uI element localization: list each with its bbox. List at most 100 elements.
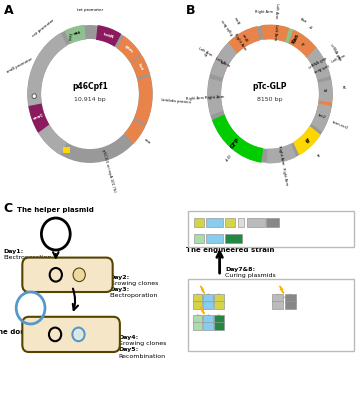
Bar <box>203 315 213 323</box>
Text: ter2: ter2 <box>318 113 327 120</box>
Text: Right Arm: Right Arm <box>186 96 204 101</box>
Text: gam: gam <box>124 44 134 54</box>
Bar <box>194 234 204 243</box>
Circle shape <box>73 268 85 282</box>
Text: rrnB: rrnB <box>233 16 240 26</box>
Bar <box>193 301 202 309</box>
Text: Growing clones: Growing clones <box>118 342 166 346</box>
Wedge shape <box>224 29 253 57</box>
Text: Right Arm: Right Arm <box>255 10 273 14</box>
Wedge shape <box>305 46 330 80</box>
Text: Kan: Kan <box>299 18 307 24</box>
Text: Day7&8:: Day7&8: <box>225 268 255 272</box>
Text: Day2:: Day2: <box>110 276 130 280</box>
Text: Recombination: Recombination <box>118 354 165 358</box>
Bar <box>63 147 70 153</box>
Text: Right Arm: Right Arm <box>233 33 247 51</box>
Wedge shape <box>212 114 263 163</box>
Text: tet promoter: tet promoter <box>77 8 103 12</box>
Text: pSC101 ori repA 101 (Ts): pSC101 ori repA 101 (Ts) <box>101 149 116 192</box>
Bar <box>247 218 265 227</box>
Bar <box>203 301 213 309</box>
Bar <box>206 218 223 227</box>
Wedge shape <box>134 76 153 124</box>
Text: rrnB: rrnB <box>241 34 248 44</box>
Text: Kan: Kan <box>291 33 300 45</box>
Bar <box>194 218 204 227</box>
Text: Day4:: Day4: <box>118 336 138 340</box>
Bar <box>272 301 283 309</box>
Text: term-ter2: term-ter2 <box>331 120 348 130</box>
Wedge shape <box>117 36 141 63</box>
Text: Right Arm: Right Arm <box>281 167 288 185</box>
Text: Left Arm: Left Arm <box>272 24 278 40</box>
Text: Left Arm: Left Arm <box>330 54 346 64</box>
Text: C: C <box>4 202 13 215</box>
FancyBboxPatch shape <box>22 317 120 352</box>
Wedge shape <box>207 78 223 116</box>
FancyBboxPatch shape <box>188 211 354 247</box>
Bar <box>203 322 213 330</box>
Text: Screening: Screening <box>225 286 256 290</box>
Bar <box>206 234 223 243</box>
Wedge shape <box>210 45 235 78</box>
Wedge shape <box>279 26 312 54</box>
Bar <box>193 315 202 323</box>
Text: fo: fo <box>203 50 209 56</box>
Wedge shape <box>288 30 316 58</box>
Circle shape <box>32 94 36 98</box>
Bar <box>214 322 224 330</box>
Text: cat promoter: cat promoter <box>32 18 55 38</box>
Text: td: td <box>324 89 328 93</box>
FancyBboxPatch shape <box>188 279 354 351</box>
Bar <box>238 218 244 227</box>
Text: td: td <box>341 85 346 89</box>
Text: GFP: GFP <box>230 136 242 149</box>
Text: Left Arm: Left Arm <box>197 46 212 58</box>
Text: Day6:: Day6: <box>225 280 245 284</box>
Text: Right Arm: Right Arm <box>221 18 235 36</box>
Bar <box>225 218 235 227</box>
FancyBboxPatch shape <box>22 258 113 292</box>
Text: Left Arm: Left Arm <box>274 3 279 18</box>
Bar <box>193 294 202 302</box>
Wedge shape <box>27 33 67 155</box>
Polygon shape <box>280 286 284 293</box>
Text: Day5:: Day5: <box>118 348 138 352</box>
Bar <box>214 294 224 302</box>
Bar <box>214 301 224 309</box>
Text: Electroporation: Electroporation <box>4 256 52 260</box>
Text: lambda protein: lambda protein <box>161 98 192 104</box>
Wedge shape <box>311 104 332 132</box>
Wedge shape <box>28 104 49 133</box>
Text: to: to <box>303 137 310 145</box>
Text: B: B <box>185 4 195 17</box>
Text: Electroporation: Electroporation <box>110 294 158 298</box>
Text: tetR: tetR <box>103 32 114 39</box>
Polygon shape <box>201 307 204 314</box>
Text: fo: fo <box>299 40 305 46</box>
Bar <box>284 294 296 302</box>
Text: araC: araC <box>32 113 44 121</box>
Wedge shape <box>267 144 296 164</box>
Text: Day3:: Day3: <box>110 288 130 292</box>
Text: fo: fo <box>310 24 315 30</box>
Wedge shape <box>64 25 86 44</box>
Bar <box>225 234 242 243</box>
Text: Day1:: Day1: <box>4 250 24 254</box>
Wedge shape <box>228 26 260 54</box>
Text: exo: exo <box>143 138 151 146</box>
Wedge shape <box>124 120 145 144</box>
Bar <box>214 315 224 323</box>
Text: Right Arm: Right Arm <box>277 145 284 165</box>
Bar <box>266 218 279 227</box>
Bar <box>272 294 283 302</box>
Text: cpf1: cpf1 <box>68 31 74 40</box>
Text: p46Cpf1: p46Cpf1 <box>72 82 108 91</box>
Bar <box>193 322 202 330</box>
Text: cat: cat <box>73 31 82 36</box>
Text: araB promoter: araB promoter <box>6 57 33 74</box>
Text: The donor plasmid: The donor plasmid <box>0 329 68 335</box>
Wedge shape <box>211 49 233 75</box>
Text: The engineered strain: The engineered strain <box>186 247 275 253</box>
